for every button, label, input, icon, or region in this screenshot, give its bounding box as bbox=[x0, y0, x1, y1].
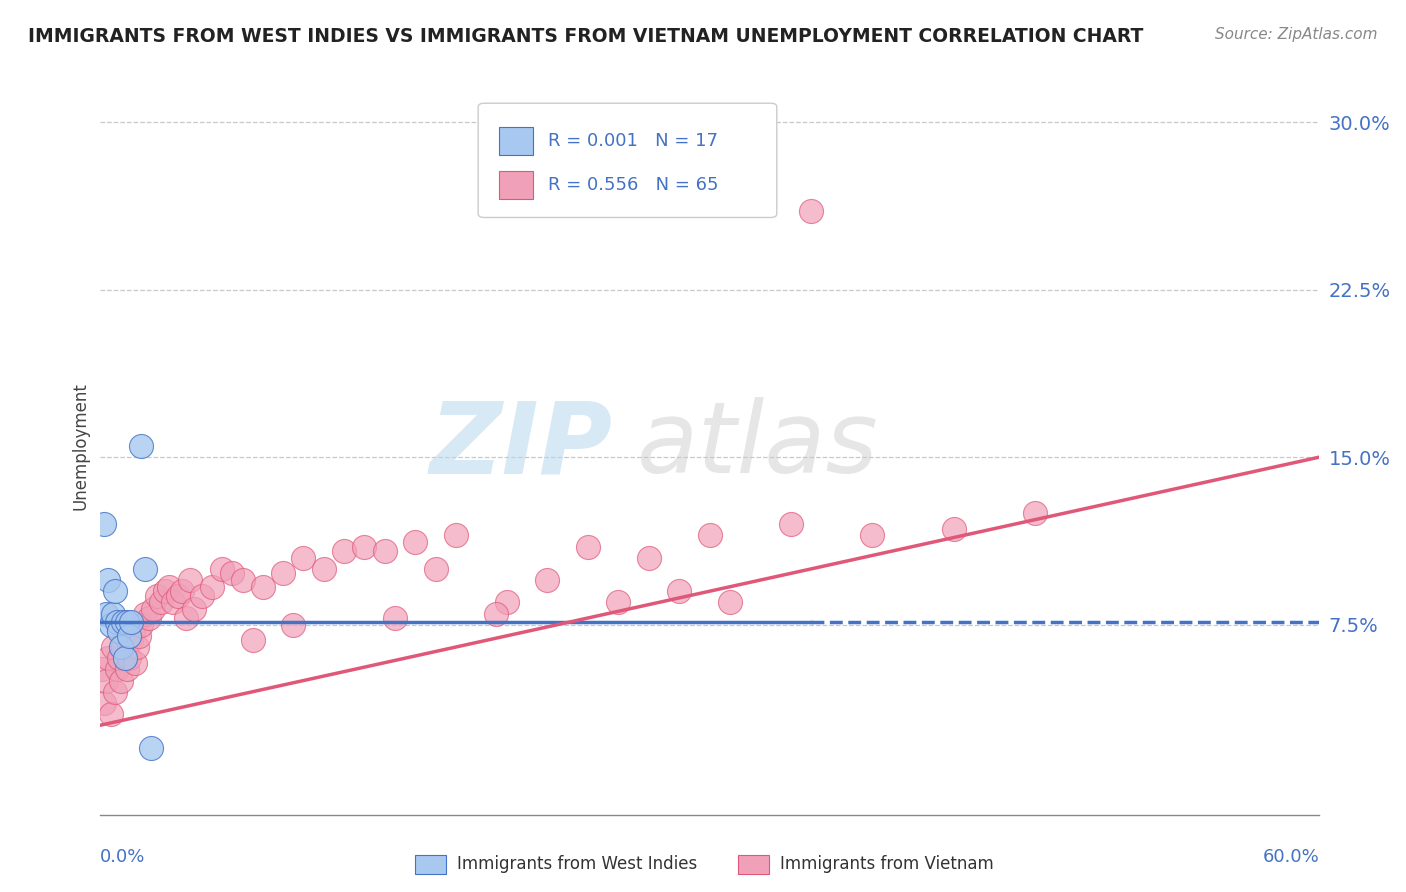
Point bbox=[444, 528, 467, 542]
Point bbox=[96, 673, 118, 688]
Point bbox=[201, 580, 224, 594]
Point bbox=[174, 611, 197, 625]
Point bbox=[105, 662, 128, 676]
Point bbox=[100, 617, 122, 632]
Point bbox=[115, 615, 138, 630]
Point bbox=[166, 589, 188, 603]
Point bbox=[97, 651, 120, 665]
Point bbox=[120, 615, 142, 630]
Point bbox=[211, 562, 233, 576]
Text: Source: ZipAtlas.com: Source: ZipAtlas.com bbox=[1215, 27, 1378, 42]
Point bbox=[114, 651, 136, 665]
Point bbox=[111, 640, 134, 654]
Point bbox=[103, 584, 125, 599]
Point bbox=[138, 611, 160, 625]
Point bbox=[780, 517, 803, 532]
Point bbox=[495, 595, 517, 609]
Point bbox=[242, 633, 264, 648]
Text: Immigrants from West Indies: Immigrants from West Indies bbox=[457, 855, 697, 873]
Point bbox=[232, 573, 254, 587]
Point bbox=[221, 566, 243, 581]
Point bbox=[374, 544, 396, 558]
Point bbox=[129, 439, 152, 453]
Point bbox=[107, 651, 129, 665]
Point bbox=[283, 617, 305, 632]
Point bbox=[271, 566, 294, 581]
Point bbox=[353, 540, 375, 554]
Point bbox=[142, 602, 165, 616]
Text: IMMIGRANTS FROM WEST INDIES VS IMMIGRANTS FROM VIETNAM UNEMPLOYMENT CORRELATION : IMMIGRANTS FROM WEST INDIES VS IMMIGRANT… bbox=[28, 27, 1143, 45]
Point bbox=[118, 629, 141, 643]
Point bbox=[111, 615, 134, 630]
Point bbox=[120, 633, 142, 648]
Point bbox=[103, 684, 125, 698]
Point bbox=[312, 562, 335, 576]
Point bbox=[183, 602, 205, 616]
Point bbox=[699, 528, 721, 542]
Point bbox=[96, 607, 118, 621]
Point bbox=[110, 640, 132, 654]
Point bbox=[404, 535, 426, 549]
Point bbox=[115, 662, 138, 676]
Point bbox=[860, 528, 883, 542]
Point bbox=[107, 624, 129, 639]
Point bbox=[485, 607, 508, 621]
Point bbox=[162, 595, 184, 609]
FancyBboxPatch shape bbox=[499, 171, 533, 199]
FancyBboxPatch shape bbox=[499, 127, 533, 155]
Point bbox=[91, 662, 114, 676]
Text: R = 0.556   N = 65: R = 0.556 N = 65 bbox=[548, 176, 718, 194]
Point bbox=[1024, 506, 1046, 520]
Text: 0.0%: 0.0% bbox=[100, 847, 146, 866]
Point bbox=[134, 562, 156, 576]
Point bbox=[155, 584, 177, 599]
Point bbox=[129, 617, 152, 632]
Point bbox=[170, 584, 193, 599]
Point bbox=[124, 656, 146, 670]
Point bbox=[191, 589, 214, 603]
Point bbox=[425, 562, 447, 576]
Point bbox=[121, 624, 143, 639]
Point bbox=[110, 673, 132, 688]
Point bbox=[118, 651, 141, 665]
Point bbox=[637, 550, 659, 565]
Point bbox=[800, 204, 823, 219]
FancyBboxPatch shape bbox=[478, 103, 776, 218]
Y-axis label: Unemployment: Unemployment bbox=[72, 382, 89, 510]
Text: atlas: atlas bbox=[637, 398, 879, 494]
Point bbox=[576, 540, 599, 554]
Text: R = 0.001   N = 17: R = 0.001 N = 17 bbox=[548, 132, 717, 150]
Point bbox=[139, 740, 162, 755]
Point bbox=[292, 550, 315, 565]
Point bbox=[114, 629, 136, 643]
Point bbox=[718, 595, 741, 609]
Text: ZIP: ZIP bbox=[429, 398, 612, 494]
Point bbox=[125, 640, 148, 654]
Point bbox=[100, 706, 122, 721]
Text: 60.0%: 60.0% bbox=[1263, 847, 1319, 866]
Point bbox=[607, 595, 630, 609]
Text: Immigrants from Vietnam: Immigrants from Vietnam bbox=[780, 855, 994, 873]
Point bbox=[93, 696, 115, 710]
Point bbox=[252, 580, 274, 594]
Point bbox=[128, 629, 150, 643]
Point bbox=[157, 580, 180, 594]
Point bbox=[101, 607, 124, 621]
Point bbox=[146, 589, 169, 603]
Point bbox=[333, 544, 356, 558]
Point bbox=[384, 611, 406, 625]
Point bbox=[134, 607, 156, 621]
Point bbox=[179, 573, 201, 587]
Point bbox=[668, 584, 690, 599]
Point bbox=[942, 522, 965, 536]
Point bbox=[97, 573, 120, 587]
Point bbox=[101, 640, 124, 654]
Point bbox=[536, 573, 558, 587]
Point bbox=[105, 615, 128, 630]
Point bbox=[93, 517, 115, 532]
Point bbox=[150, 595, 173, 609]
